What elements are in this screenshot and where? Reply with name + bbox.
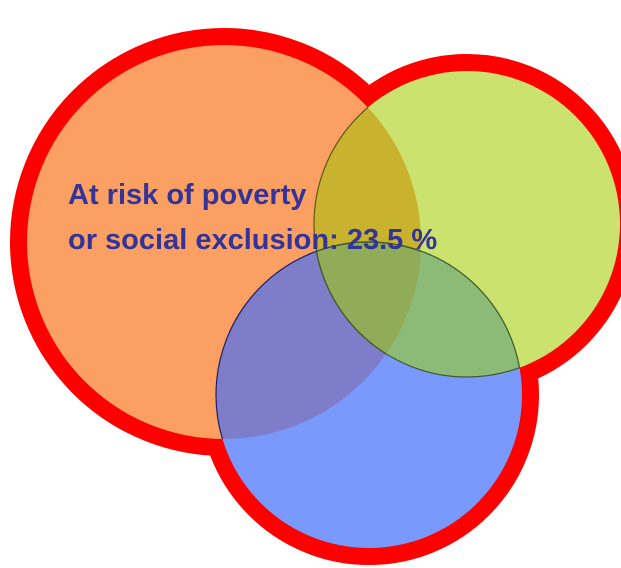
label-line-2: or social exclusion: 23.5 % — [68, 224, 438, 256]
inner-line-c-in-b — [314, 241, 523, 377]
overlap-b-c — [314, 242, 522, 377]
label-line-1: At risk of poverty — [68, 179, 307, 211]
inner-lines — [215, 70, 523, 439]
inner-line-b-in-c — [313, 242, 522, 378]
inner-line-b — [313, 70, 421, 378]
